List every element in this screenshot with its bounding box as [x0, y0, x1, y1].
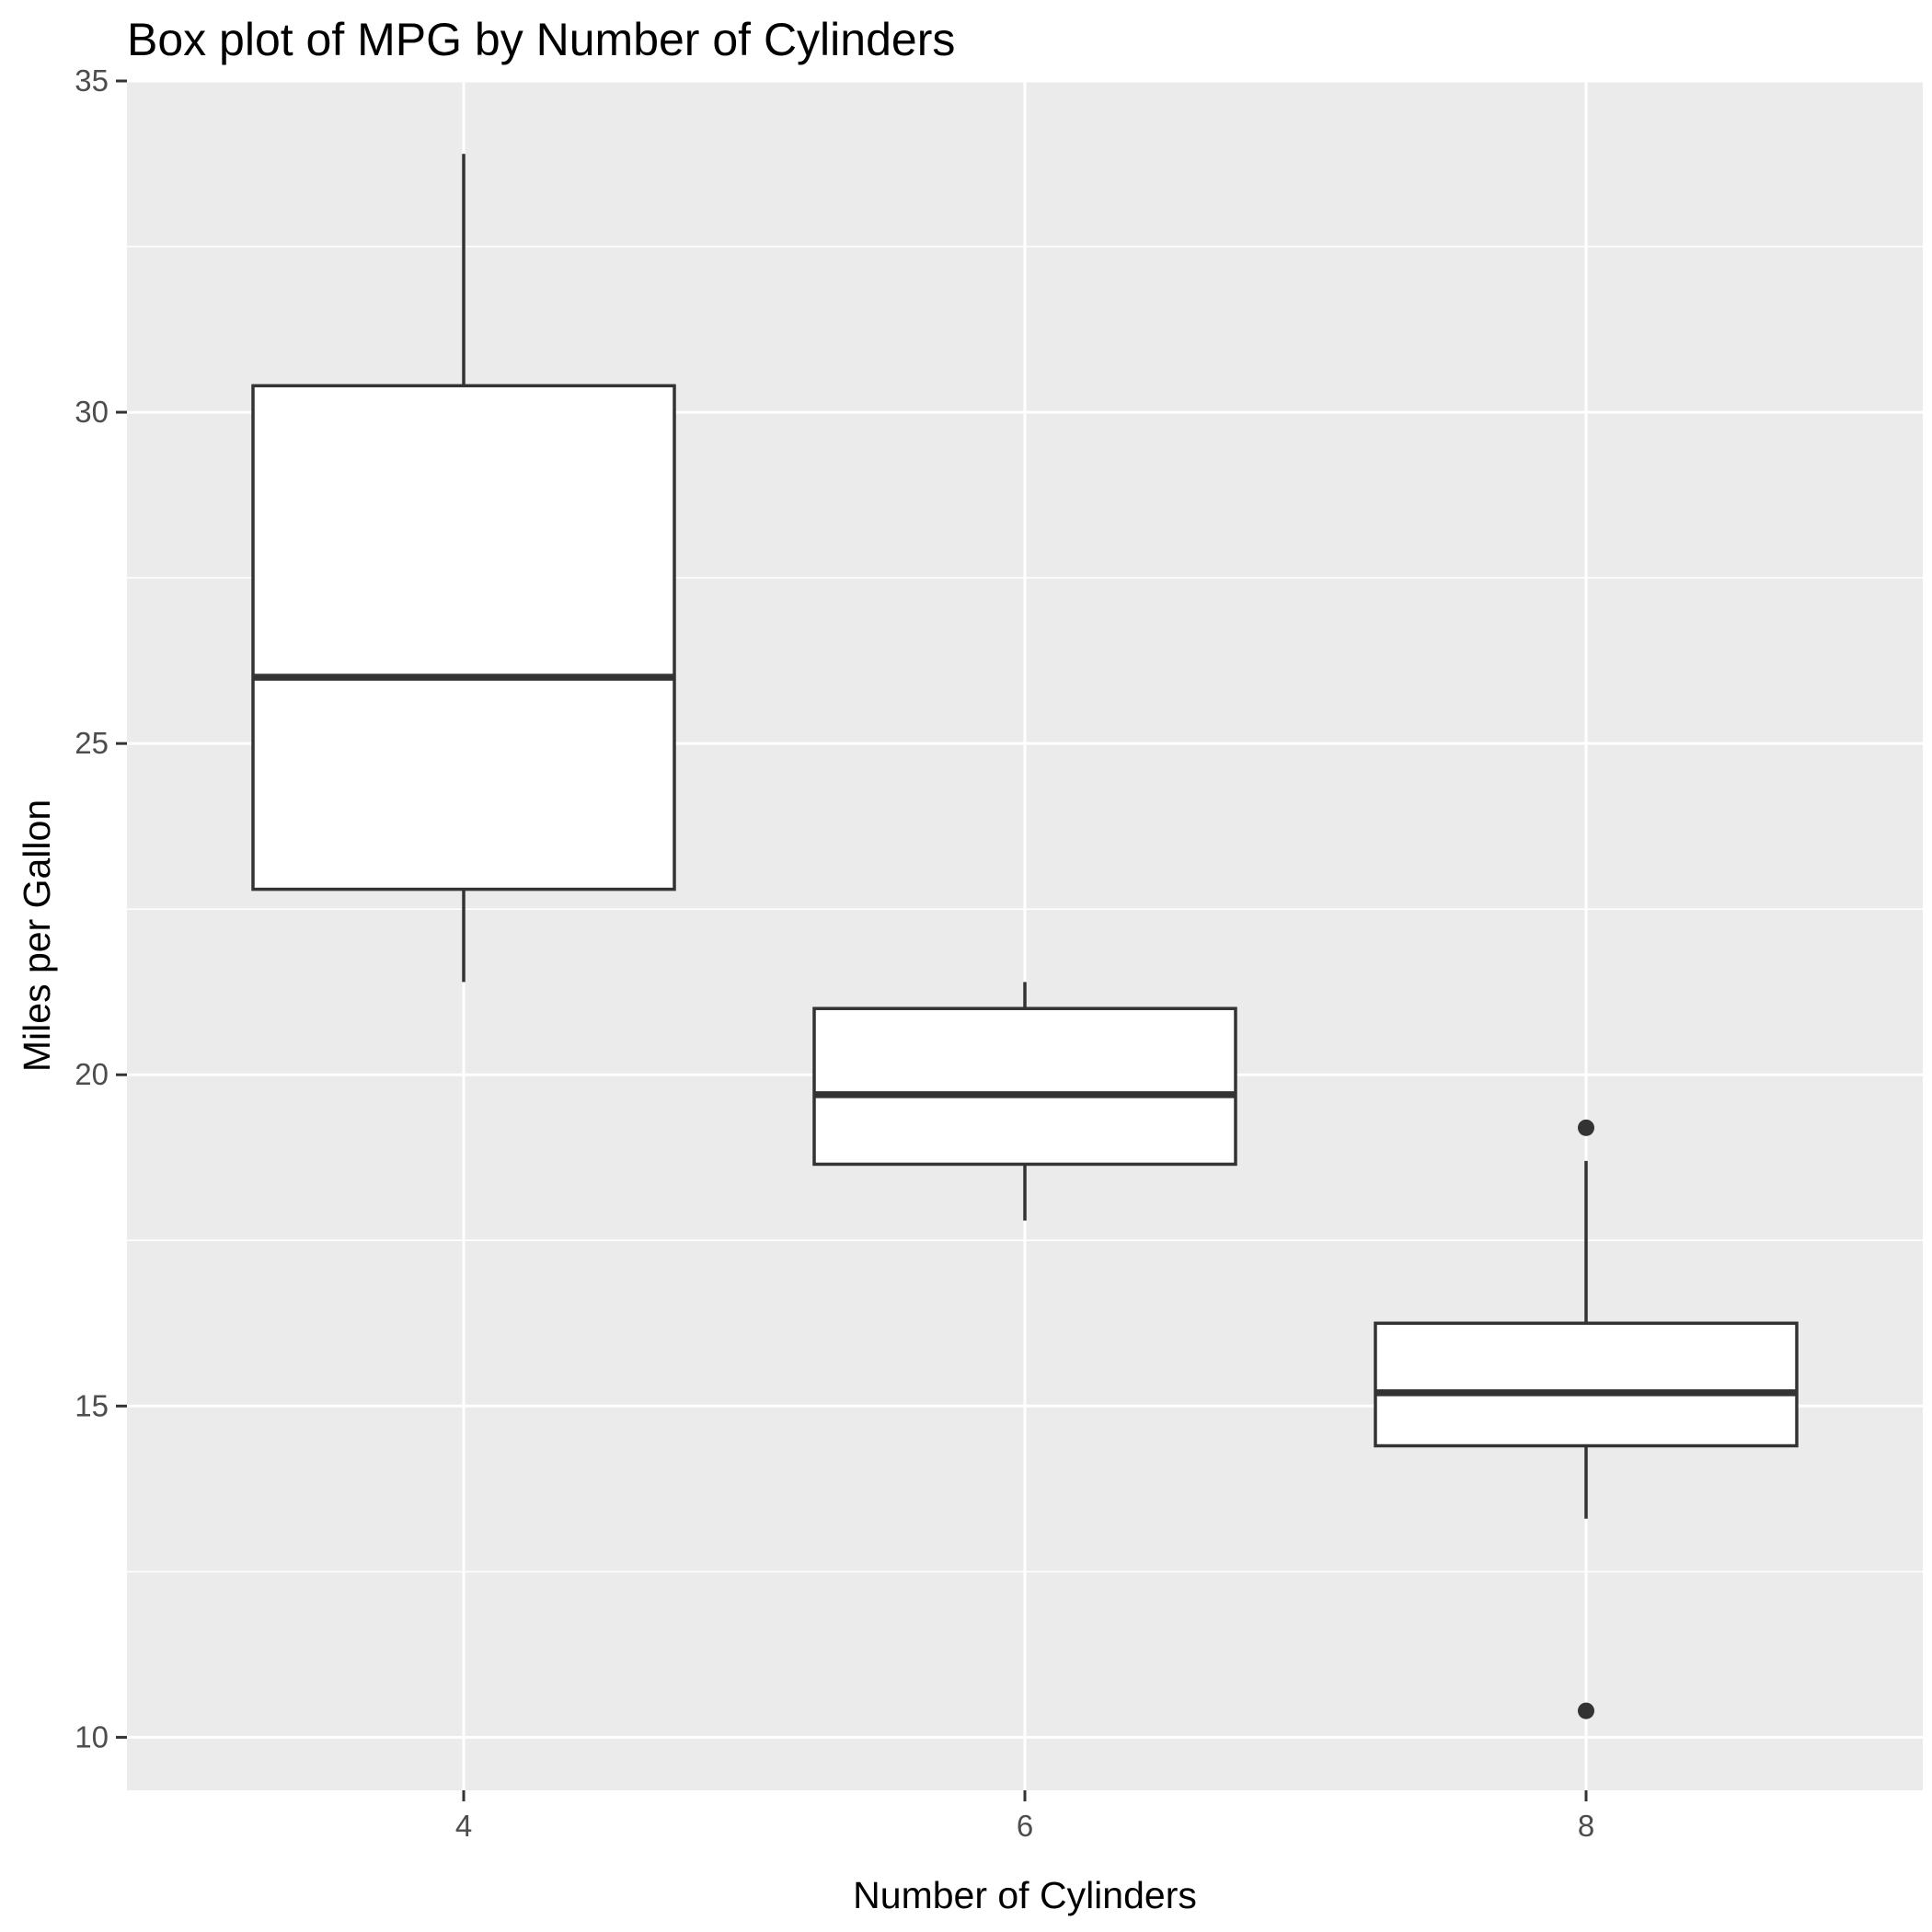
- y-tick-label: 10: [75, 1719, 109, 1754]
- box: [812, 1006, 1237, 1167]
- y-tick-label: 30: [75, 395, 109, 429]
- y-tick-label: 15: [75, 1388, 109, 1422]
- outlier-point: [1578, 1702, 1594, 1719]
- x-axis-title: Number of Cylinders: [853, 1874, 1197, 1916]
- box-group-8: [1374, 1119, 1799, 1719]
- y-axis-title: Miles per Gallon: [16, 799, 58, 1072]
- box: [251, 384, 676, 891]
- outlier-point: [1578, 1119, 1594, 1136]
- y-tick-label: 35: [75, 63, 109, 98]
- chart-title: Box plot of MPG by Number of Cylinders: [127, 14, 955, 65]
- box: [1374, 1321, 1799, 1448]
- y-tick-label: 25: [75, 726, 109, 760]
- x-tick-label: 6: [1017, 1809, 1033, 1843]
- y-tick-label: 20: [75, 1057, 109, 1091]
- x-tick-label: 4: [455, 1809, 472, 1843]
- box-group-4: [251, 154, 676, 983]
- box-group-6: [812, 982, 1237, 1221]
- axes: 10 15 20 25 30 35 4 6 8: [75, 63, 1594, 1843]
- x-tick-label: 8: [1578, 1809, 1594, 1843]
- boxes: [251, 154, 1799, 1719]
